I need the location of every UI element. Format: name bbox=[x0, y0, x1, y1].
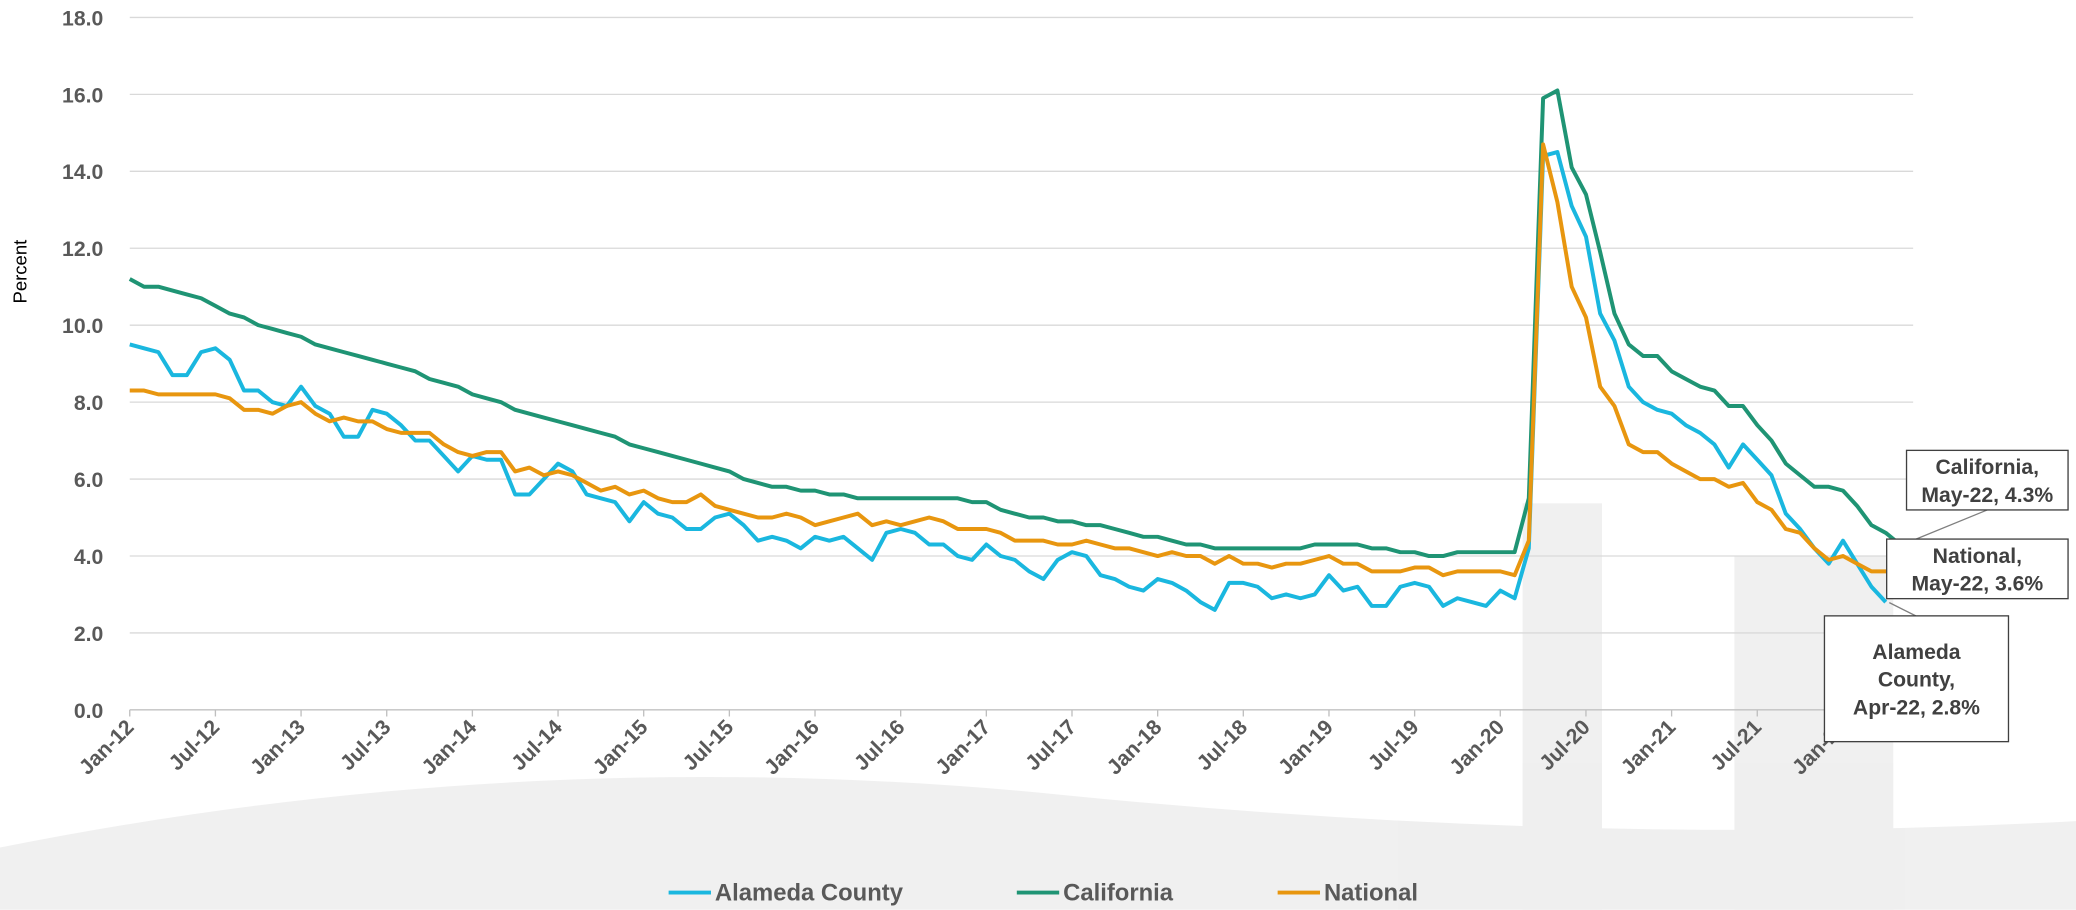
x-tick-label: Jul-12 bbox=[165, 716, 225, 776]
x-tick-label: Jul-19 bbox=[1364, 716, 1424, 776]
x-tick-label: Jul-15 bbox=[679, 716, 739, 776]
callout-leader bbox=[1907, 510, 1988, 543]
x-tick-label: Jan-15 bbox=[589, 716, 653, 780]
callout-text: May-22, 3.6% bbox=[1911, 573, 2043, 596]
y-tick-label: 6.0 bbox=[74, 469, 103, 492]
x-tick-label: Jan-19 bbox=[1274, 716, 1338, 780]
callout-text: Alameda bbox=[1872, 641, 1960, 664]
x-tick-label: Jan-20 bbox=[1445, 716, 1509, 780]
y-tick-label: 8.0 bbox=[74, 392, 103, 415]
x-tick-label: Jan-18 bbox=[1103, 716, 1167, 780]
x-tick-label: Jul-18 bbox=[1193, 716, 1253, 776]
x-tick-label: Jan-17 bbox=[931, 716, 995, 780]
y-tick-label: 16.0 bbox=[62, 84, 103, 107]
x-tick-label: Jul-17 bbox=[1021, 716, 1081, 776]
x-tick-label: Jan-14 bbox=[418, 716, 482, 780]
x-tick-label: Jan-13 bbox=[246, 716, 310, 780]
x-tick-label: Jan-21 bbox=[1617, 716, 1681, 780]
callout-text: County, bbox=[1878, 669, 1955, 692]
x-tick-label: Jan-12 bbox=[75, 716, 139, 780]
y-axis-label: Percent bbox=[9, 239, 30, 304]
x-tick-label: Jul-16 bbox=[850, 716, 910, 776]
y-tick-label: 2.0 bbox=[74, 623, 103, 646]
callout-text: National, bbox=[1933, 545, 2022, 568]
chart: Percent 0.0 2.0 4.0 6.0 8.0 10.0 12.0 14.0 16.0 1… bbox=[0, 0, 2076, 910]
y-tick-label: 10.0 bbox=[62, 315, 103, 338]
x-tick-label: Jan-16 bbox=[760, 716, 824, 780]
callout-text: California, bbox=[1936, 456, 2040, 479]
series-line bbox=[130, 152, 1886, 610]
legend-label: California bbox=[1063, 880, 1174, 907]
watermark bbox=[0, 503, 2076, 909]
y-tick-label: 0.0 bbox=[74, 700, 103, 723]
x-tick-label: Jul-13 bbox=[336, 716, 396, 776]
y-tick-label: 14.0 bbox=[62, 161, 103, 184]
x-tick-label: Jul-14 bbox=[507, 716, 567, 776]
y-tick-label: 4.0 bbox=[74, 546, 103, 569]
series-line bbox=[130, 91, 1900, 557]
y-tick-label: 12.0 bbox=[62, 238, 103, 261]
callout-text: Apr-22, 2.8% bbox=[1853, 697, 1980, 720]
legend-label: National bbox=[1324, 880, 1418, 907]
y-tick-label: 18.0 bbox=[62, 7, 103, 30]
legend-label: Alameda County bbox=[715, 880, 904, 907]
series-line bbox=[130, 144, 1900, 575]
callout-text: May-22, 4.3% bbox=[1921, 484, 2053, 507]
